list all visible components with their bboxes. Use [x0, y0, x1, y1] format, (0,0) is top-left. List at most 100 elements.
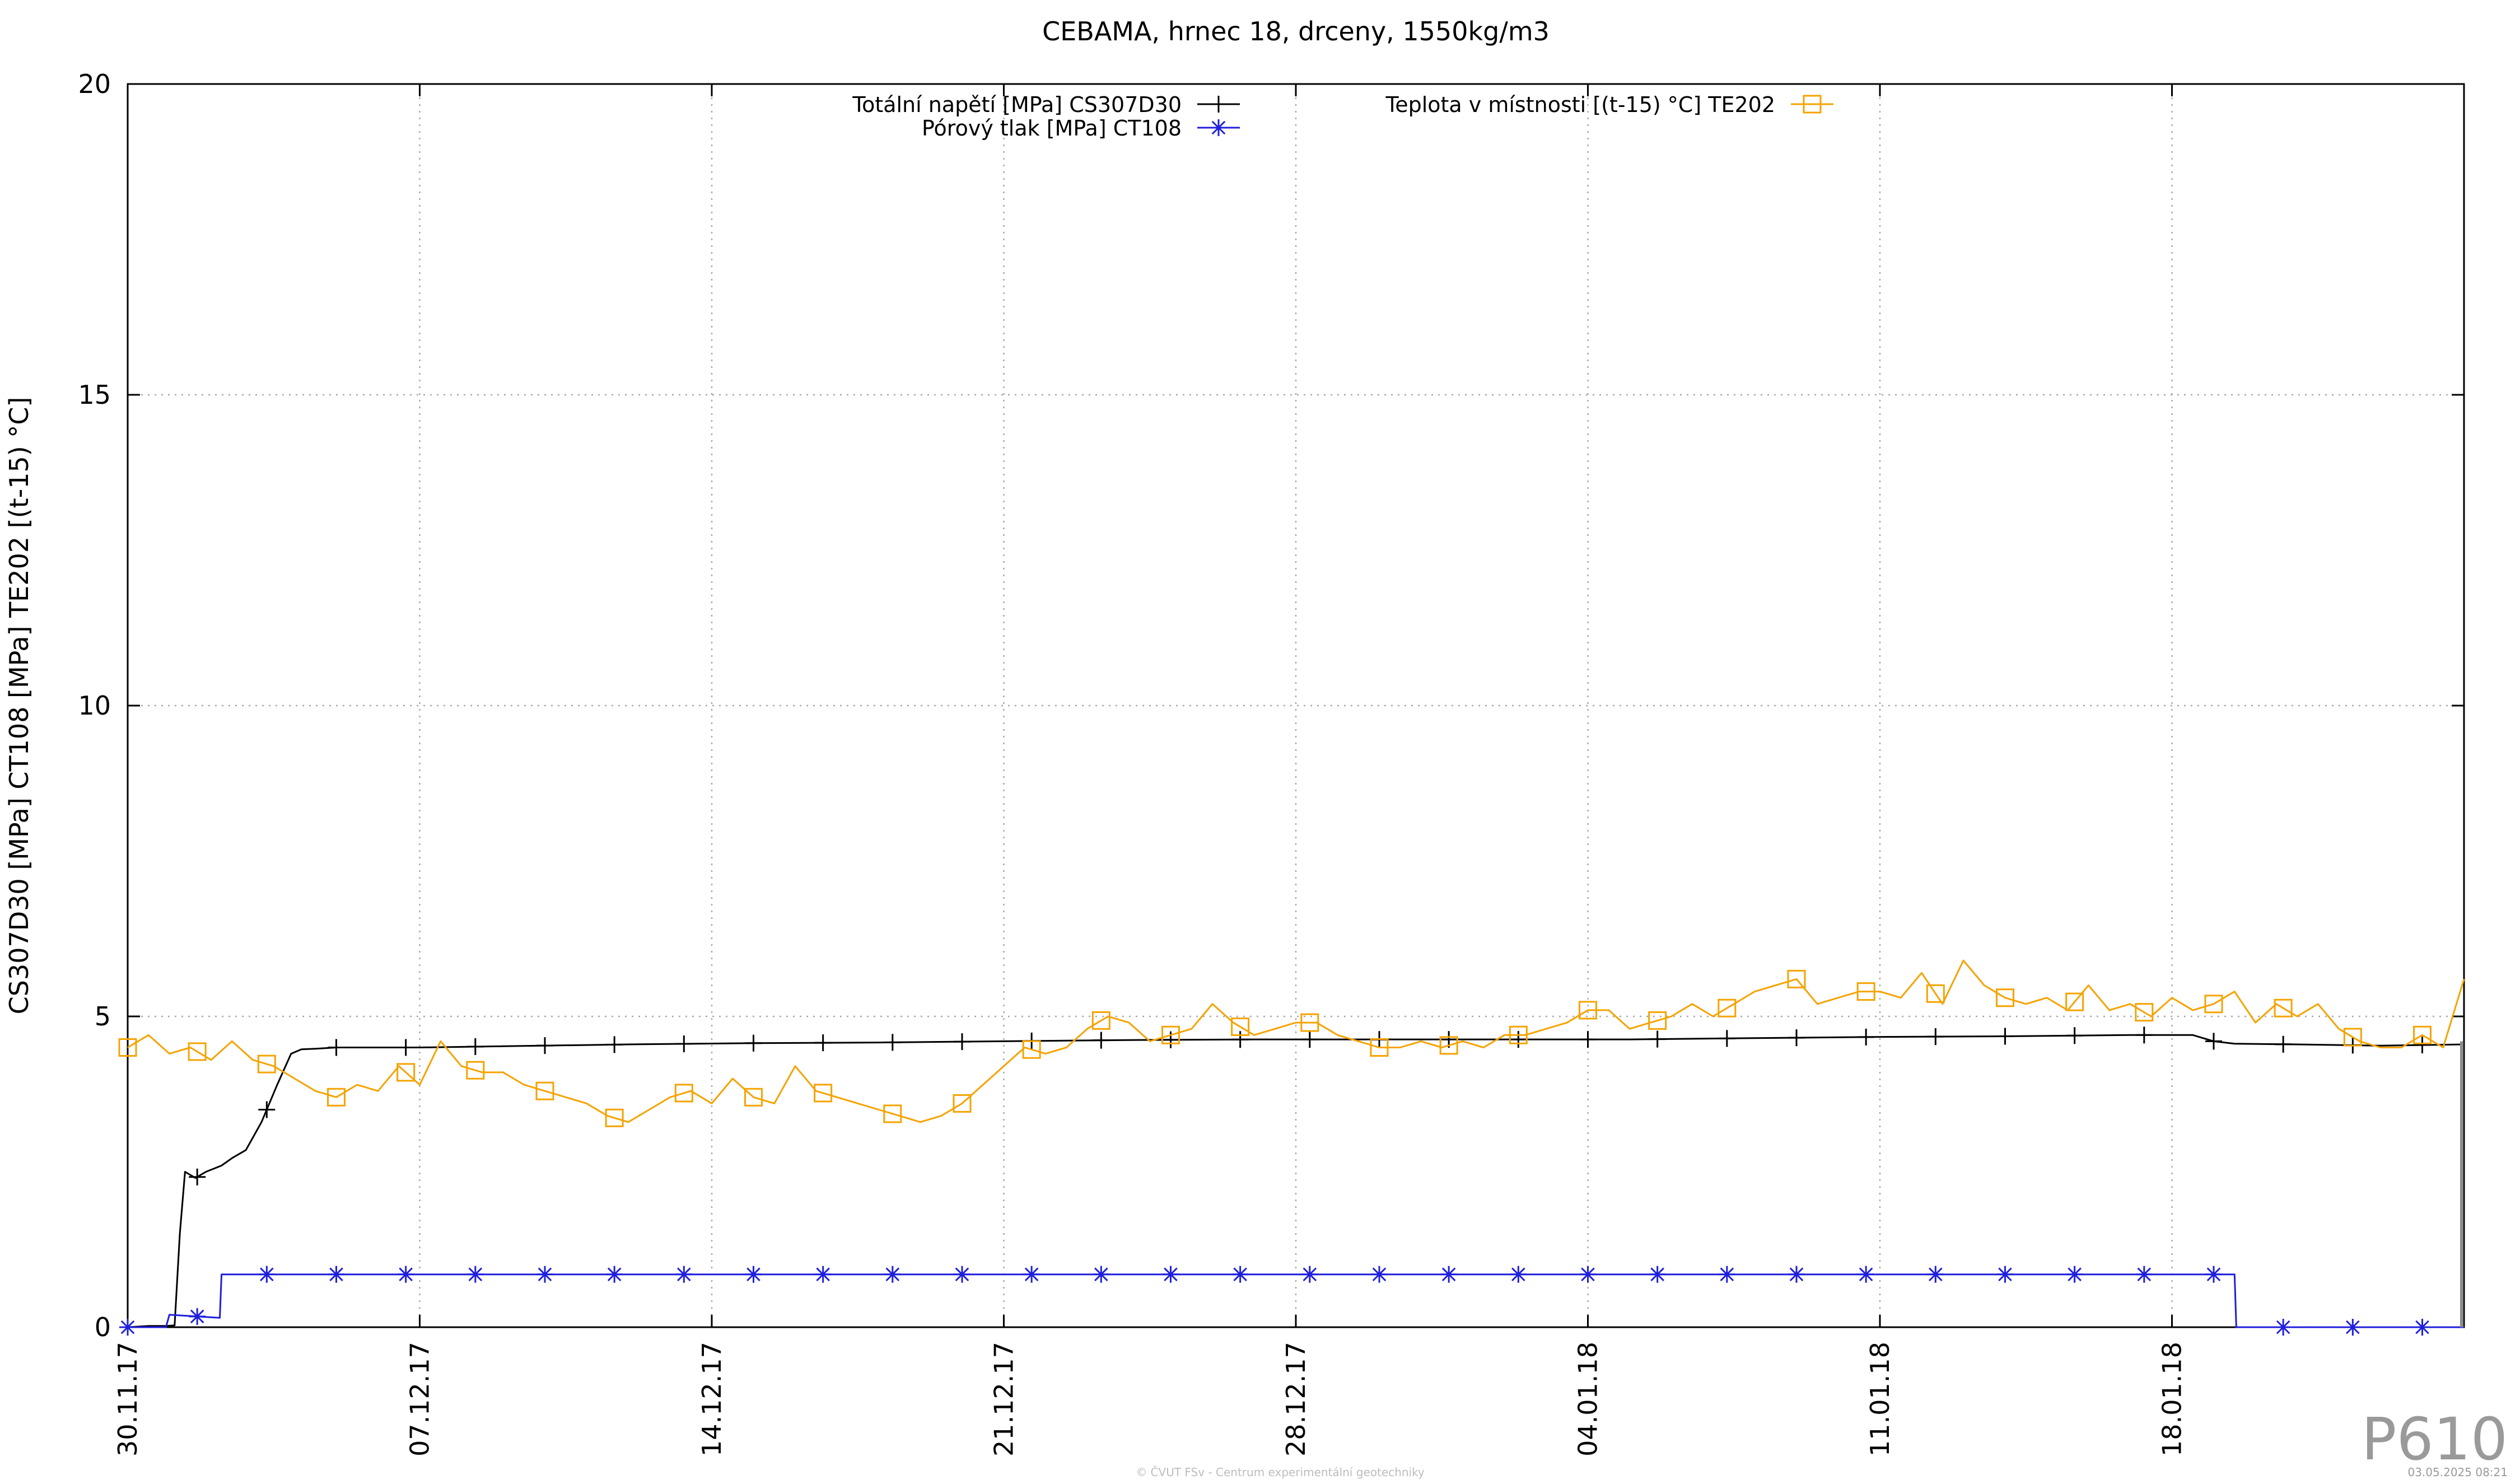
data-point — [745, 1266, 762, 1283]
data-point — [1927, 1028, 1944, 1046]
data-point — [2066, 1027, 2083, 1044]
data-point — [1231, 1031, 1249, 1048]
data-point — [1231, 1266, 1249, 1283]
generated-timestamp: 03.05.2025 08:21 — [2407, 1466, 2508, 1479]
data-point — [744, 1088, 763, 1107]
data-point — [675, 1266, 693, 1283]
data-point — [745, 1034, 762, 1052]
data-point — [327, 1088, 346, 1107]
data-point — [189, 1168, 206, 1186]
data-point — [2135, 1026, 2153, 1044]
data-point — [397, 1266, 414, 1283]
data-point — [1718, 1266, 1735, 1283]
y-tick-label: 5 — [95, 1001, 111, 1032]
y-tick-label: 10 — [78, 690, 111, 721]
legend-swatch-marker — [1803, 95, 1822, 114]
data-point — [258, 1266, 276, 1283]
data-point — [2414, 1319, 2431, 1336]
x-tick-label: 28.12.17 — [1281, 1342, 1311, 1457]
data-point — [1093, 1266, 1110, 1283]
data-point — [1093, 1032, 1110, 1049]
data-point — [1649, 1266, 1666, 1283]
x-tick-label: 14.12.17 — [697, 1342, 727, 1457]
x-tick-label: 30.11.17 — [113, 1342, 143, 1457]
data-point — [1301, 1266, 1318, 1283]
data-point — [1996, 1028, 2014, 1045]
data-point — [189, 1308, 206, 1325]
data-point — [1718, 1030, 1735, 1047]
data-point — [1787, 969, 1806, 988]
series-layer — [118, 959, 2465, 1336]
data-point — [1023, 1266, 1040, 1283]
data-point — [606, 1036, 623, 1053]
data-point — [954, 1033, 970, 1051]
data-point — [1370, 1038, 1389, 1057]
data-point — [2413, 1025, 2432, 1044]
series-0 — [119, 1026, 2465, 1336]
data-point — [1788, 1266, 1805, 1283]
data-point — [814, 1266, 832, 1283]
y-tick-label: 20 — [78, 69, 111, 99]
data-point — [536, 1037, 553, 1054]
legend-label: Teplota v místnosti [(t-15) °C] TE202 — [1385, 92, 1775, 117]
data-point — [1858, 1028, 1875, 1046]
data-point — [466, 1061, 485, 1080]
data-point — [1579, 1001, 1597, 1020]
data-point — [396, 1063, 416, 1082]
data-point — [2205, 1033, 2222, 1050]
data-point — [328, 1266, 345, 1283]
data-point — [1510, 1266, 1527, 1283]
legend-label: Pórový tlak [MPa] CT108 — [922, 116, 1182, 141]
data-point — [1509, 1025, 1528, 1044]
watermark-label: P610 — [2362, 1405, 2508, 1473]
legend-label: Totální napětí [MPa] CS307D30 — [852, 92, 1182, 117]
x-tick-label: 11.01.18 — [1865, 1342, 1895, 1457]
chart-title: CEBAMA, hrnec 18, drceny, 1550kg/m3 — [1042, 16, 1550, 46]
series-line — [127, 1034, 2465, 1328]
data-point — [675, 1035, 693, 1052]
ticks-layer: 0 5 10 15 20 30.11.17 07.12.17 14.12.17 21.12.17… — [78, 69, 2464, 1457]
data-point — [1648, 1011, 1667, 1030]
data-point — [1856, 982, 1875, 1001]
series-line — [127, 959, 2465, 1123]
data-point — [535, 1081, 554, 1100]
data-point — [814, 1084, 833, 1103]
data-point — [1091, 1011, 1110, 1030]
data-point — [328, 1039, 345, 1056]
data-point — [1996, 988, 2014, 1007]
data-point — [2274, 998, 2293, 1018]
x-tick-label: 18.01.18 — [2157, 1342, 2187, 1457]
data-point — [2343, 1028, 2362, 1047]
data-point — [1579, 1031, 1597, 1048]
data-point — [1300, 1013, 1319, 1032]
data-point — [954, 1266, 970, 1283]
data-point — [1510, 1031, 1527, 1048]
data-point — [1579, 1266, 1597, 1283]
data-point — [119, 1319, 136, 1336]
data-point — [2065, 992, 2084, 1011]
data-point — [953, 1094, 972, 1113]
data-point — [1439, 1036, 1458, 1055]
y-tick-label: 0 — [95, 1312, 111, 1342]
data-point — [1440, 1266, 1458, 1283]
data-point — [1162, 1266, 1179, 1283]
data-point — [1022, 1040, 1041, 1059]
data-point — [1649, 1030, 1666, 1048]
data-point — [397, 1039, 414, 1056]
data-point — [2275, 1035, 2292, 1053]
data-point — [1301, 1031, 1318, 1048]
data-point — [257, 1054, 276, 1074]
legend-swatch-marker — [1210, 119, 1227, 136]
data-point — [1996, 1266, 2014, 1283]
data-point — [883, 1104, 902, 1123]
data-point — [2204, 995, 2223, 1014]
data-point — [2135, 1003, 2154, 1022]
data-point — [1718, 998, 1737, 1018]
data-point — [2275, 1319, 2292, 1336]
data-point — [2205, 1266, 2222, 1283]
data-point — [1927, 1266, 1944, 1283]
data-point — [1926, 984, 1945, 1003]
data-point — [2066, 1266, 2083, 1283]
